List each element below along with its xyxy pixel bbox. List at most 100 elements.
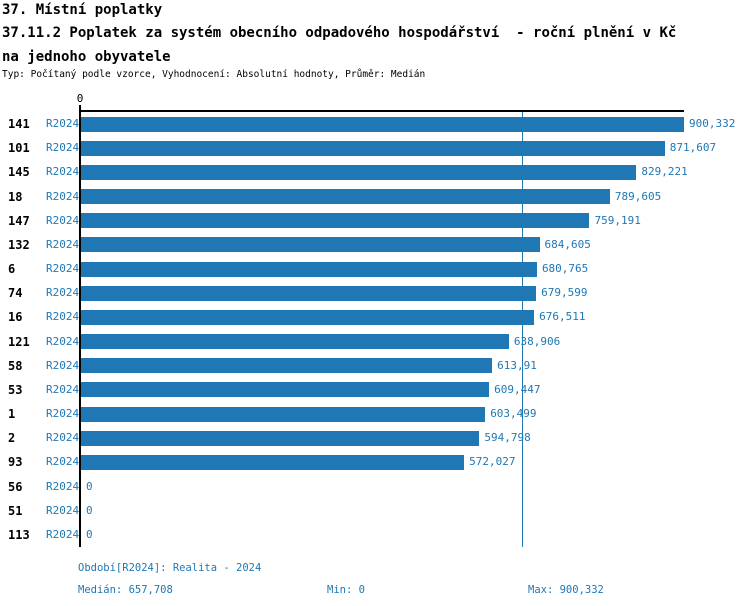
series-label: R2024: [46, 358, 80, 372]
bar: [81, 430, 480, 446]
bar: [81, 261, 537, 277]
category-label: 147: [8, 213, 30, 228]
bar: [81, 285, 537, 301]
value-label: 871,607: [669, 141, 717, 155]
chart-row: 51 R2024 0: [8, 499, 750, 523]
value-label: 0: [86, 479, 93, 493]
chart-row: 1 R2024 603,499: [8, 402, 750, 426]
chart-row: 58 R2024 613,91: [8, 354, 750, 378]
value-label: 829,221: [641, 165, 688, 179]
chart-row: 132 R2024 684,605: [8, 233, 750, 257]
category-label: 18: [8, 189, 23, 204]
chart-title-line2: na jednoho obyvatele: [2, 49, 171, 65]
category-label: 145: [8, 165, 30, 180]
value-label: 638,906: [513, 334, 561, 348]
bar: [81, 189, 610, 205]
category-label: 56: [8, 479, 23, 494]
category-label: 132: [8, 237, 30, 252]
bar: [81, 116, 684, 132]
bar: [81, 309, 535, 325]
chart-row: 147 R2024 759,191: [8, 209, 750, 233]
category-label: 93: [8, 455, 23, 470]
category-label: 74: [8, 286, 23, 301]
page-title: 37. Místní poplatky: [2, 2, 163, 18]
bar: [81, 140, 665, 156]
bar: [81, 164, 637, 180]
bar: [81, 358, 493, 374]
chart-row: 113 R2024 0: [8, 523, 750, 547]
category-label: 141: [8, 117, 30, 131]
chart-row: 2 R2024 594,798: [8, 426, 750, 450]
value-label: 613,91: [497, 358, 537, 372]
chart-row: 56 R2024 0: [8, 475, 750, 499]
bar: [81, 406, 486, 422]
chart-row: 53 R2024 609,447: [8, 378, 750, 402]
median-reference-line: [522, 112, 523, 547]
chart-row: 121 R2024 638,906: [8, 330, 750, 354]
series-label: R2024: [46, 455, 80, 469]
series-label: R2024: [46, 189, 80, 203]
value-label: 789,605: [614, 189, 662, 203]
chart-meta-info: Typ: Počítaný podle vzorce, Vyhodnocení:…: [2, 69, 426, 80]
bar: [81, 237, 540, 253]
category-label: 113: [8, 527, 30, 542]
series-label: R2024: [46, 237, 80, 251]
chart-row: 16 R2024 676,511: [8, 305, 750, 329]
chart-rows: 141 R2024 900,332 101 R2024 871,607 145 R2024 82…: [8, 112, 750, 547]
category-label: 58: [8, 358, 23, 373]
category-label: 101: [8, 141, 30, 156]
footer-median: Medián: 657,708: [78, 584, 173, 596]
value-label: 572,027: [469, 455, 516, 469]
chart-row: 18 R2024 789,605: [8, 185, 750, 209]
value-label: 680,765: [541, 262, 589, 275]
series-label: R2024: [46, 141, 80, 155]
value-label: 684,605: [544, 237, 591, 251]
series-label: R2024: [46, 407, 80, 420]
bar: [81, 382, 490, 398]
series-label: R2024: [46, 382, 80, 396]
category-label: 53: [8, 382, 23, 397]
category-label: 1: [8, 407, 16, 421]
bar: [81, 213, 590, 229]
series-label: R2024: [46, 334, 80, 348]
chart-row: 101 R2024 871,607: [8, 136, 750, 160]
series-label: R2024: [46, 286, 80, 300]
y-axis-line: [79, 105, 81, 547]
series-label: R2024: [46, 213, 80, 227]
series-label: R2024: [46, 503, 80, 517]
series-label: R2024: [46, 117, 80, 130]
chart-row: 145 R2024 829,221: [8, 160, 750, 184]
series-label: R2024: [46, 165, 80, 179]
x-axis-zero-label: 0: [76, 92, 84, 105]
series-label: R2024: [46, 431, 80, 445]
footer-period: Období[R2024]: Realita - 2024: [78, 562, 262, 574]
value-label: 594,798: [484, 431, 531, 445]
footer-min: Min: 0: [327, 584, 365, 596]
category-label: 6: [8, 262, 16, 276]
series-label: R2024: [46, 310, 80, 324]
bar: [81, 334, 509, 350]
value-label: 676,511: [539, 310, 586, 324]
footer-max: Max: 900,332: [528, 584, 604, 596]
category-label: 2: [8, 431, 16, 446]
value-label: 0: [86, 527, 93, 541]
value-label: 900,332: [689, 117, 736, 130]
chart-row: 93 R2024 572,027: [8, 450, 750, 474]
value-label: 603,499: [490, 407, 537, 420]
value-label: 609,447: [494, 382, 541, 396]
value-label: 0: [86, 503, 93, 517]
category-label: 51: [8, 503, 23, 518]
category-label: 16: [8, 310, 23, 325]
value-label: 679,599: [541, 286, 588, 300]
category-label: 121: [8, 334, 30, 349]
series-label: R2024: [46, 479, 80, 493]
chart-row: 141 R2024 900,332: [8, 112, 750, 136]
chart-row: 6 R2024 680,765: [8, 257, 750, 281]
bar: [81, 454, 465, 470]
top-axis-line: [80, 110, 684, 112]
series-label: R2024: [46, 262, 80, 275]
series-label: R2024: [46, 527, 80, 541]
chart-row: 74 R2024 679,599: [8, 281, 750, 305]
chart-title-line1: 37.11.2 Poplatek za systém obecního odpa…: [2, 25, 677, 41]
